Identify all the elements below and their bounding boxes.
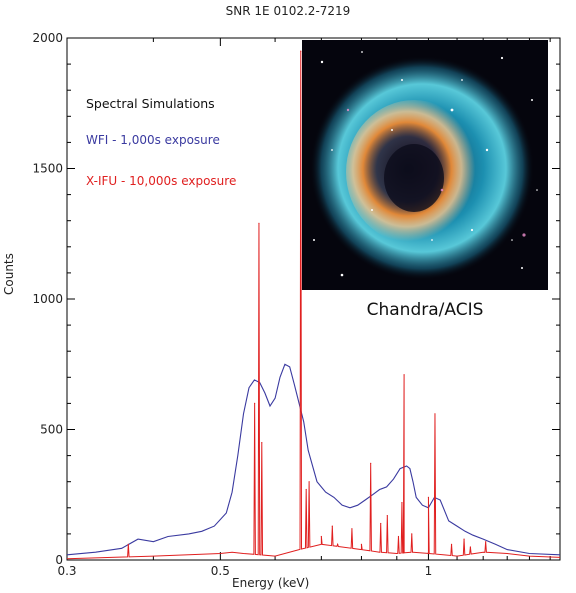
xifu-emission-peak	[401, 502, 403, 504]
y-tick-label: 1000	[32, 292, 63, 306]
xifu-emission-peak	[402, 541, 404, 543]
xifu-emission-peak	[360, 543, 363, 545]
xifu-emission-peak	[485, 541, 487, 543]
chart-title: SNR 1E 0102.2-7219	[225, 4, 351, 18]
y-tick-label: 0	[55, 553, 63, 567]
series-wfi-line	[66, 363, 561, 556]
xifu-emission-peak	[380, 522, 382, 525]
y-tick-label: 2000	[32, 31, 63, 45]
xifu-emission-peak	[434, 413, 436, 415]
y-tick-label: 500	[40, 423, 63, 437]
xifu-emission-peak	[261, 442, 263, 444]
y-tick-label: 1500	[32, 162, 63, 176]
supernova-remnant-picture	[302, 40, 548, 290]
legend-wfi: WFI - 1,000s exposure	[86, 133, 220, 147]
xifu-emission-peak	[254, 402, 256, 404]
xifu-emission-peak	[427, 496, 430, 498]
xifu-emission-peak	[308, 481, 310, 483]
x-tick-label: 0.3	[57, 564, 76, 578]
y-axis-label: Counts	[2, 253, 16, 295]
xifu-emission-peak	[337, 543, 339, 545]
xifu-emission-peak	[258, 222, 260, 224]
xifu-emission-peak	[450, 543, 453, 545]
xifu-emission-peak	[386, 515, 388, 517]
x-tick-label: 1	[425, 564, 433, 578]
x-axis-label: Energy (keV)	[232, 576, 310, 590]
xifu-emission-peak	[411, 533, 413, 535]
xifu-emission-peak	[300, 50, 302, 52]
series-xifu-line	[66, 51, 561, 560]
chandra-inset-image	[302, 40, 548, 290]
xifu-emission-peak	[463, 538, 465, 540]
xifu-emission-peak	[370, 462, 372, 464]
xifu-emission-peak	[397, 535, 400, 538]
xifu-emission-peak	[320, 535, 322, 538]
legend-xifu: X-IFU - 10,000s exposure	[86, 174, 237, 188]
xifu-emission-peak	[127, 543, 129, 545]
plot-area: 0 500 1000 1500 2000 0.3 0.5 1	[32, 31, 561, 578]
legend-heading: Spectral Simulations	[86, 96, 215, 111]
xifu-emission-peak	[331, 525, 333, 527]
inset-caption: Chandra/ACIS	[366, 300, 484, 320]
x-tick-label: 0.5	[211, 564, 230, 578]
xifu-emission-peak	[305, 488, 307, 491]
xifu-emission-peak	[403, 374, 405, 376]
xifu-emission-peak	[469, 546, 471, 548]
xifu-emission-peak	[351, 528, 353, 530]
